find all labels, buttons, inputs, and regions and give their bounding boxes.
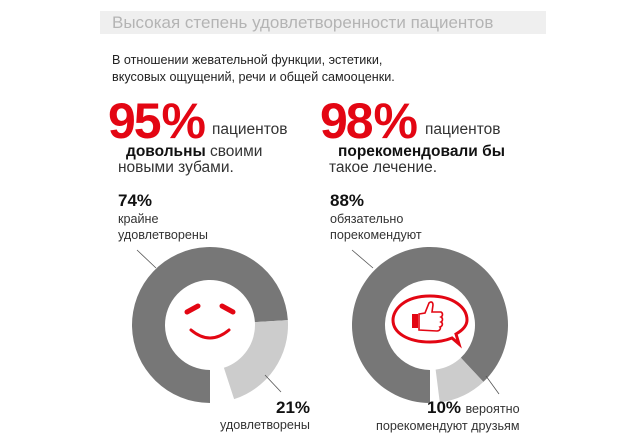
leader-line-74 bbox=[136, 249, 157, 269]
stat1-bold: довольны bbox=[126, 143, 206, 160]
stat2-word: пациентов bbox=[425, 121, 501, 138]
title-bar bbox=[100, 11, 546, 34]
donut-satisfaction bbox=[132, 246, 289, 403]
label-88-line2: порекомендуют bbox=[330, 228, 422, 242]
label-10-pct: 10% bbox=[427, 398, 462, 417]
donut-slice-light bbox=[435, 357, 484, 403]
donut-recommend bbox=[352, 246, 509, 403]
label-74-pct: 74% bbox=[118, 191, 153, 210]
smiley-icon bbox=[184, 303, 236, 340]
stat1-line3: новыми зубами. bbox=[118, 159, 234, 176]
intro-line-2: вкусовых ощущений, речи и общей самооцен… bbox=[112, 70, 395, 84]
stat1-rest: своими bbox=[210, 143, 263, 160]
intro-line-1: В отношении жевательной функции, эстетик… bbox=[112, 53, 383, 67]
donut-slice-light bbox=[223, 320, 289, 400]
label-10-line2: порекомендуют друзьям bbox=[376, 419, 520, 433]
stat1-value: 95 % bbox=[108, 93, 206, 149]
leader-line-10 bbox=[485, 375, 500, 395]
label-21-pct: 21% bbox=[276, 398, 311, 417]
stat1-line2: довольны своими bbox=[126, 144, 262, 160]
label-10-text: вероятно bbox=[465, 402, 520, 416]
leader-line-21 bbox=[264, 374, 282, 393]
stat2-value: 98 % bbox=[320, 93, 418, 149]
page-title: Высокая степень удовлетворенности пациен… bbox=[112, 13, 494, 32]
donut-slice-dark bbox=[352, 246, 509, 403]
donut-slice-dark bbox=[132, 246, 288, 403]
label-74-line1: крайне bbox=[118, 212, 159, 226]
stat2-line3: такое лечение. bbox=[329, 159, 438, 176]
stat2-line2: порекомендовали бы bbox=[338, 144, 505, 160]
stat1-word: пациентов bbox=[212, 121, 288, 138]
label-21-line1: удовлетворены bbox=[220, 418, 310, 432]
stat2-bold: порекомендовали бы bbox=[338, 143, 505, 160]
label-88-line1: обязательно bbox=[330, 212, 404, 226]
label-88-pct: 88% bbox=[330, 191, 365, 210]
label-74-line2: удовлетворены bbox=[118, 228, 208, 242]
leader-line-88 bbox=[351, 249, 374, 269]
thumbs-up-speech-bubble-icon bbox=[391, 294, 469, 349]
label-10-line1: 10% вероятно bbox=[427, 398, 520, 418]
